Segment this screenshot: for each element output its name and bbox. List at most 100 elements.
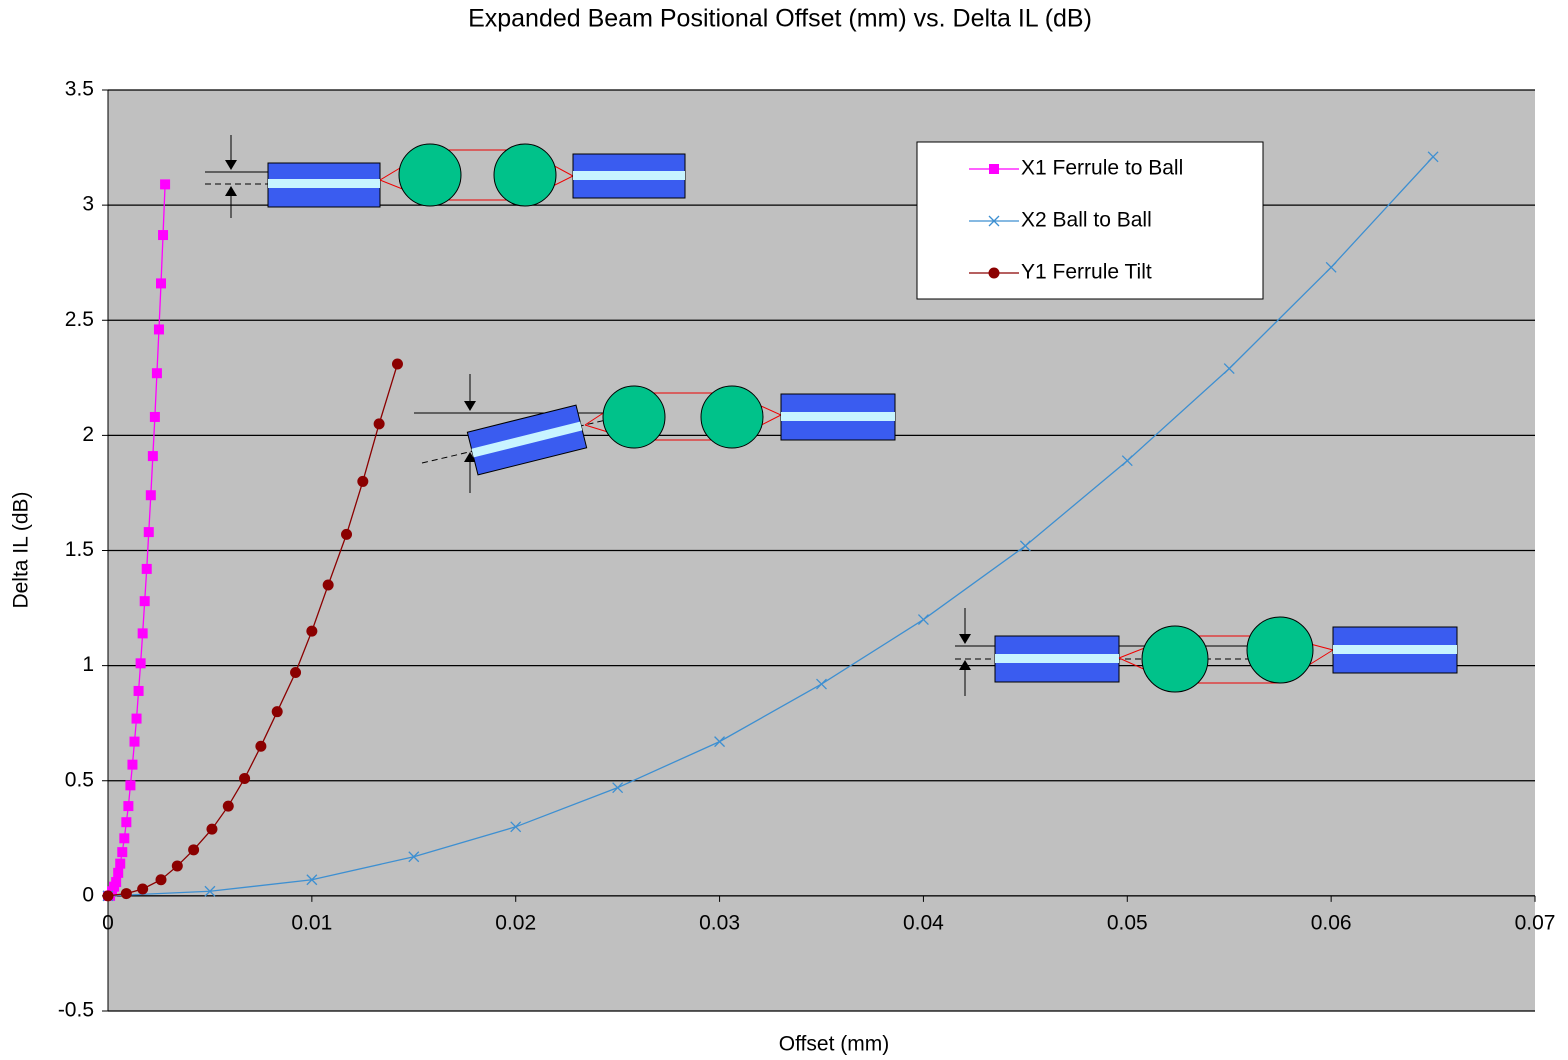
y-tick-label: 0.5 [65,768,94,791]
arrow-head [225,186,237,196]
y-axis-label: Delta IL (dB) [10,491,33,608]
marker [306,874,318,886]
marker [137,628,148,639]
marker [988,267,1000,279]
legend: X1 Ferrule to Ball X2 Ball to Ball Y1 Ferr… [916,141,1264,300]
series [102,358,403,902]
x-tick-label: 0.05 [1107,911,1148,934]
marker [612,782,624,794]
marker [290,667,302,679]
marker [239,772,251,784]
marker [151,368,162,379]
inset-x1 [205,135,686,218]
x-tick-label: 0.02 [495,911,536,934]
marker [222,800,234,812]
marker [391,358,403,370]
arrow-head [959,660,971,670]
marker [119,833,130,844]
marker [153,324,164,335]
fiber [471,421,583,458]
marker [120,888,132,900]
x-tick-label: 0.01 [291,911,332,934]
ball-lens [700,385,764,449]
marker [111,877,122,888]
x-tick-label: 0.07 [1515,911,1556,934]
marker [149,411,160,422]
legend-label: X2 Ball to Ball [1021,209,1152,232]
marker [1121,455,1133,467]
marker [115,858,126,869]
marker [139,596,150,607]
x-tick-label: 0 [102,911,114,934]
x-axis-label: Offset (mm) [779,1033,889,1056]
marker [113,867,124,878]
marker [204,885,216,897]
inset-y1 [414,374,896,493]
fiber [1333,645,1457,654]
series [102,151,1439,902]
y-tick-label: 3 [82,193,94,216]
marker [171,860,183,872]
marker [125,780,136,791]
marker [135,658,146,669]
marker [989,164,999,174]
ball-lens [493,143,557,207]
marker [271,706,283,718]
marker [1223,363,1235,375]
marker [131,713,142,724]
marker [102,890,114,902]
marker [143,527,154,538]
fiber [781,412,895,421]
arrow-head [225,160,237,170]
marker [121,817,132,828]
series-line [107,156,1434,897]
fiber [573,171,685,180]
y-tick-label: -0.5 [58,999,94,1022]
marker [129,736,140,747]
x-tick-label: 0.06 [1311,911,1352,934]
marker [408,851,420,863]
diagrams [205,135,1458,696]
marker [917,614,929,626]
marker [145,490,156,501]
ball-lens [1246,616,1314,684]
marker [123,801,134,812]
marker [1019,540,1031,552]
marker [133,685,144,696]
x-tick-label: 0.04 [903,911,944,934]
marker [1325,261,1337,273]
y-tick-label: 2.5 [65,308,94,331]
marker [306,625,318,637]
y-tick-label: 2 [82,423,94,446]
ball-lens [1141,625,1209,693]
ref-line [421,412,637,464]
marker [510,821,522,833]
marker [160,179,171,190]
marker [188,844,200,856]
marker [341,528,353,540]
marker [147,451,158,462]
y-tick-label: 0 [82,883,94,906]
fiber [995,654,1119,663]
marker [156,278,167,289]
marker [357,475,369,487]
marker [155,874,167,886]
marker [127,759,138,770]
marker [206,823,218,835]
marker [137,883,149,895]
marker [141,563,152,574]
fiber [268,179,380,188]
y-tick-label: 1 [82,653,94,676]
marker [816,678,827,690]
marker [373,418,385,430]
y-tick-label: 3.5 [65,78,94,101]
marker [255,740,267,752]
ball-lens [602,385,666,449]
marker [988,215,1000,227]
y-tick-label: 1.5 [65,538,94,561]
x-tick-label: 0.03 [699,911,740,934]
inset-x2 [955,608,1458,696]
arrow-head [464,452,476,462]
legend-label: Y1 Ferrule Tilt [1021,261,1152,284]
